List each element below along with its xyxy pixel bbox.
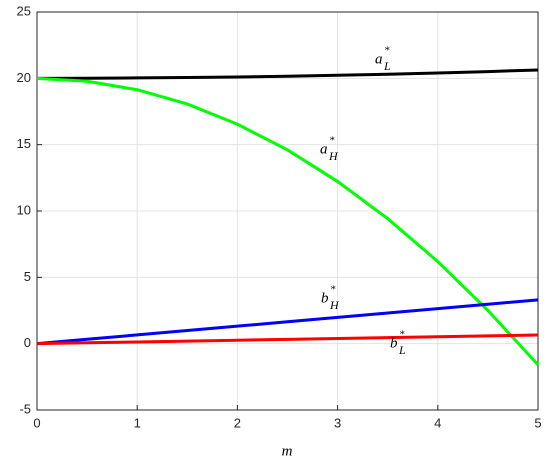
series-label-sub: L <box>383 59 391 73</box>
y-tick-label: 15 <box>17 136 31 151</box>
series-label-base: a <box>375 51 383 67</box>
y-tick-label: -5 <box>19 401 31 416</box>
series-label-sub: H <box>328 149 339 163</box>
y-tick-label: 20 <box>17 70 31 85</box>
series-line <box>36 68 539 80</box>
axes-box <box>36 11 539 411</box>
series-line <box>36 76 540 366</box>
series-label-sub: L <box>398 343 406 357</box>
series-label-sup: * <box>329 135 335 147</box>
y-tick-label: 5 <box>24 269 31 284</box>
y-tick-label: 10 <box>17 202 31 217</box>
x-tick-label: 1 <box>134 415 141 430</box>
x-axis-label: m <box>282 443 293 459</box>
series-label-base: b <box>390 335 398 351</box>
y-tick-label: 25 <box>17 3 31 18</box>
series-line <box>36 333 539 346</box>
series-label-sup: * <box>384 45 390 57</box>
series-line <box>36 298 539 346</box>
series-label-sup: * <box>399 329 405 341</box>
series-label-sub: H <box>329 298 340 312</box>
x-tick-label: 0 <box>33 415 40 430</box>
x-tick-label: 5 <box>534 415 541 430</box>
x-tick-label: 4 <box>434 415 441 430</box>
series-label-base: a <box>320 141 328 157</box>
x-tick-label: 2 <box>234 415 241 430</box>
x-tick-label: 3 <box>334 415 341 430</box>
series-label-base: b <box>321 290 329 306</box>
y-tick-label: 0 <box>24 335 31 350</box>
series-label-sup: * <box>330 284 336 296</box>
